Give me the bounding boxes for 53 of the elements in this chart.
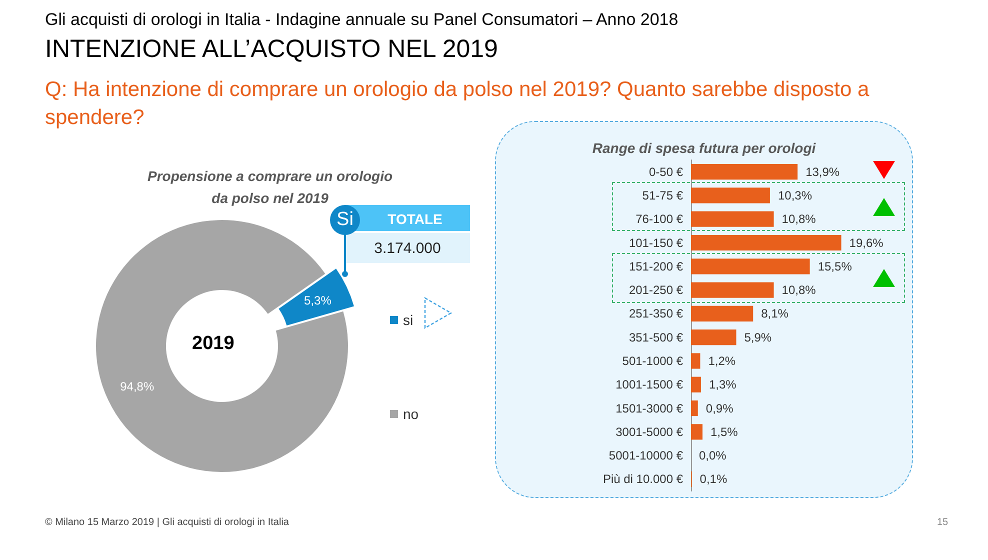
bar: [691, 258, 810, 274]
text: Gli acquisti di orologi in Italia - Indagine annuale su Panel Consumatori – Anno 2018: [45, 10, 678, 30]
data-label: 5,9%: [744, 330, 772, 344]
data-label: 5,3%: [304, 293, 332, 308]
bar: [691, 234, 842, 251]
data-label: 94,8%: [120, 379, 154, 394]
chart-title: Propensione a comprare un orologio da polso nel 2019: [147, 168, 393, 206]
legend-label: no: [403, 406, 419, 422]
bar: [691, 330, 736, 346]
bar: [691, 164, 798, 180]
text: © Milano 15 Marzo 2019 | Gli acquisti di orologi in Italia: [45, 517, 289, 528]
text: 2019: [192, 333, 234, 355]
y-tick-label: 201-250 €: [628, 283, 684, 298]
y-tick-label: 501-1000 €: [622, 354, 684, 368]
y-tick-label: 101-150 €: [628, 236, 684, 250]
bar: [691, 188, 770, 204]
bar: [691, 282, 774, 298]
y-tick-label: 76-100 €: [636, 212, 684, 226]
data-label: 1,2%: [708, 354, 736, 368]
data-label: 1,5%: [710, 424, 738, 439]
y-tick-label: 5001-10000 €: [608, 448, 684, 463]
data-label: 10,8%: [782, 283, 816, 298]
bar: [691, 376, 701, 392]
y-tick-label: 3001-5000 €: [616, 424, 684, 439]
y-tick-label: Più di 10.000 €: [602, 472, 684, 486]
text: 15: [937, 517, 948, 528]
data-label: 0,9%: [706, 401, 734, 416]
bar: [691, 353, 700, 369]
y-tick-label: 151-200 €: [628, 259, 684, 274]
text: TOTALE: [386, 210, 444, 229]
y-tick-label: 1001-1500 €: [616, 378, 684, 392]
data-label: 10,8%: [782, 212, 816, 226]
y-tick-label: 351-500 €: [628, 330, 684, 344]
data-label: 0,0%: [699, 448, 727, 463]
text: INTENZIONE ALL’ACQUISTO NEL 2019: [45, 35, 498, 64]
data-label: 1,3%: [708, 378, 737, 392]
y-tick-label: 1501-3000 €: [616, 401, 684, 416]
legend-label: si: [403, 312, 414, 328]
y-tick-label: 51-75 €: [642, 188, 684, 202]
data-label: 0,1%: [700, 472, 728, 486]
chart-title: Range di spesa futura per orologi: [592, 140, 817, 156]
data-label: 13,9%: [806, 164, 840, 179]
data-label: 10,3%: [778, 188, 812, 202]
y-tick-label: 0-50 €: [648, 164, 684, 179]
bar: [691, 306, 754, 322]
bar: [691, 400, 698, 416]
data-label: 15,5%: [818, 259, 852, 274]
bar: [691, 211, 774, 227]
text: Q: Ha intenzione di comprare un orologio da polso nel 2019? Quanto sarebbe disposto a spendere?: [45, 77, 870, 131]
y-tick-label: 251-350 €: [628, 306, 684, 321]
data-label: 8,1%: [761, 306, 789, 321]
data-label: 19,6%: [849, 236, 884, 250]
bar: [691, 424, 702, 440]
